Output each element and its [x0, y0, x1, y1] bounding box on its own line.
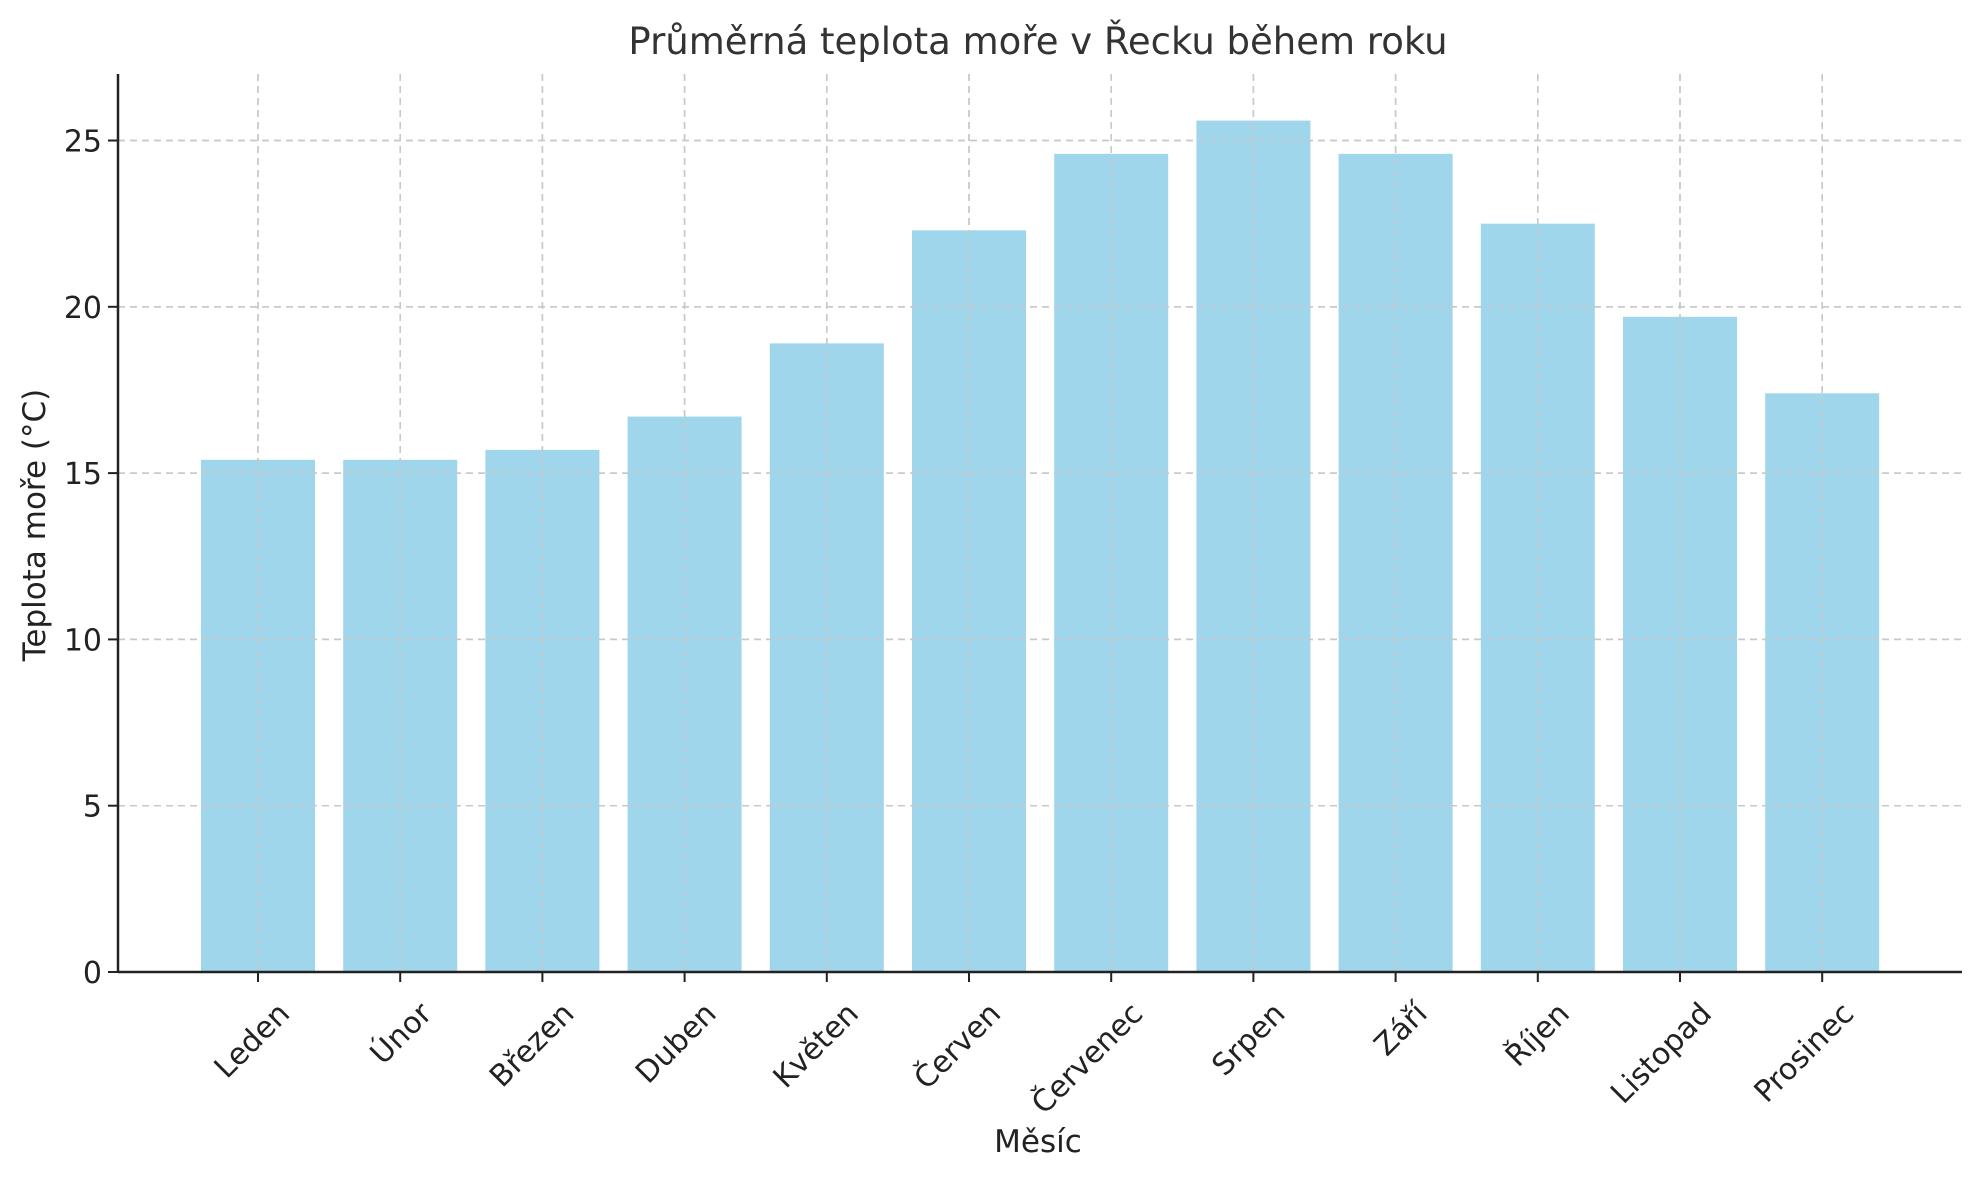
x-ticks: Leden Únor Březen Duben Květen Červen Červenec… — [208, 972, 1861, 1121]
x-tick-label: Březen — [483, 996, 581, 1094]
y-tick-label: 10 — [64, 623, 102, 658]
y-tick-label: 20 — [64, 291, 102, 326]
bar-7 — [1054, 153, 1169, 973]
x-tick-label: Srpen — [1205, 996, 1292, 1083]
bars — [118, 74, 1962, 973]
y-tick-label: 25 — [64, 125, 102, 160]
x-tick-label: Červen — [906, 995, 1008, 1097]
bar-12 — [1765, 393, 1880, 972]
x-tick-label: Leden — [208, 996, 297, 1085]
x-tick-label: Září — [1368, 995, 1436, 1063]
x-tick-label: Červenec — [1024, 995, 1151, 1122]
x-tick-label: Duben — [629, 996, 723, 1090]
x-tick-label: Říjen — [1498, 995, 1576, 1073]
y-ticks: 0 5 10 15 20 25 — [64, 125, 118, 991]
x-tick-label: Únor — [362, 994, 439, 1071]
y-axis-label: Teplota moře (°C) — [17, 389, 53, 663]
bar-9 — [1338, 153, 1453, 973]
grid-front — [118, 74, 1962, 972]
y-tick-label: 15 — [64, 457, 102, 492]
x-axis-label: Měsíc — [994, 1124, 1082, 1160]
y-tick-label: 5 — [83, 790, 102, 825]
x-tick-label: Listopad — [1604, 996, 1719, 1111]
x-tick-label: Prosinec — [1748, 996, 1862, 1110]
x-tick-label: Květen — [767, 996, 866, 1095]
chart-title: Průměrná teplota moře v Řecku během roku — [628, 19, 1447, 63]
axes — [116, 74, 1962, 974]
y-tick-label: 0 — [83, 956, 102, 991]
